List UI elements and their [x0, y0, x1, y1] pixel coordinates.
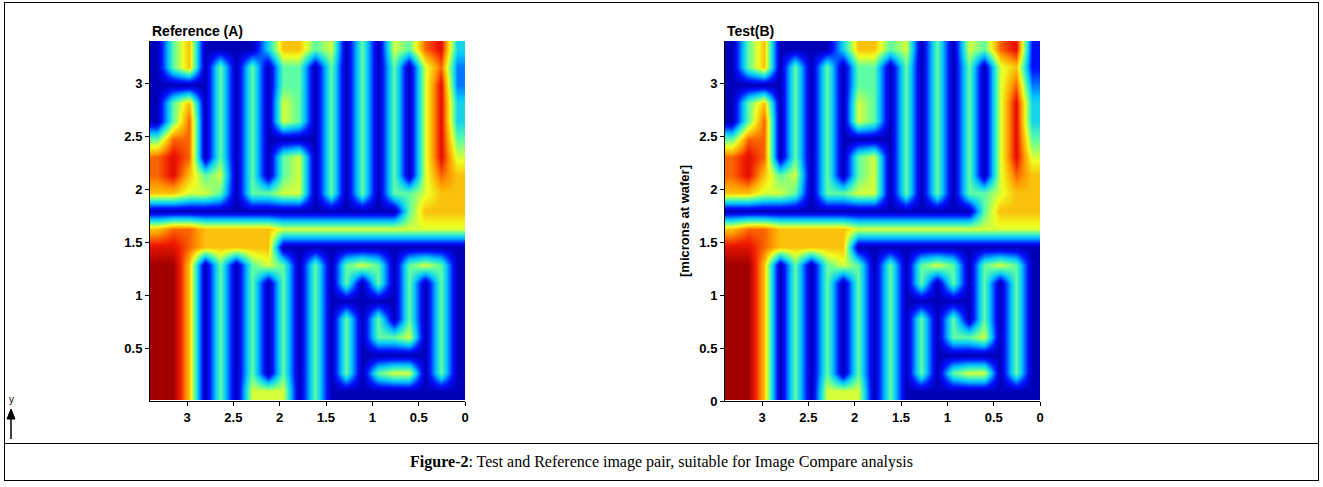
svg-text:Reference (A): Reference (A) — [152, 23, 243, 39]
svg-text:0.5: 0.5 — [410, 410, 428, 425]
html-text:Figure-2: Test and Reference i: Figure-2: Test and Reference image pair,… — [410, 453, 913, 470]
svg-text:3: 3 — [135, 76, 142, 91]
svg-text:0.5: 0.5 — [124, 341, 142, 356]
svg-text:1.5: 1.5 — [892, 410, 910, 425]
svg-text:1.5: 1.5 — [124, 235, 142, 250]
svg-text:2: 2 — [276, 410, 283, 425]
svg-text:2.5: 2.5 — [224, 410, 242, 425]
svg-text:0: 0 — [710, 394, 717, 409]
svg-text:1.5: 1.5 — [699, 235, 717, 250]
svg-text:2.5: 2.5 — [124, 129, 142, 144]
svg-text:[microns at wafer]: [microns at wafer] — [677, 165, 692, 277]
svg-text:0.5: 0.5 — [699, 341, 717, 356]
svg-text:Test(B): Test(B) — [727, 23, 774, 39]
svg-text:1.5: 1.5 — [317, 410, 335, 425]
svg-text:1: 1 — [135, 288, 142, 303]
svg-text:2: 2 — [710, 182, 717, 197]
svg-text:3: 3 — [183, 410, 190, 425]
svg-text:1: 1 — [944, 410, 951, 425]
svg-text:2: 2 — [135, 182, 142, 197]
svg-text:2.5: 2.5 — [799, 410, 817, 425]
svg-text:3: 3 — [758, 410, 765, 425]
svg-text:1: 1 — [369, 410, 376, 425]
svg-text:0: 0 — [461, 410, 468, 425]
svg-text:2.5: 2.5 — [699, 129, 717, 144]
svg-text:2: 2 — [851, 410, 858, 425]
svg-text:0: 0 — [1036, 410, 1043, 425]
svg-text:3: 3 — [710, 76, 717, 91]
svg-text:0.5: 0.5 — [985, 410, 1003, 425]
svg-text:1: 1 — [710, 288, 717, 303]
svg-text:y: y — [9, 394, 14, 405]
